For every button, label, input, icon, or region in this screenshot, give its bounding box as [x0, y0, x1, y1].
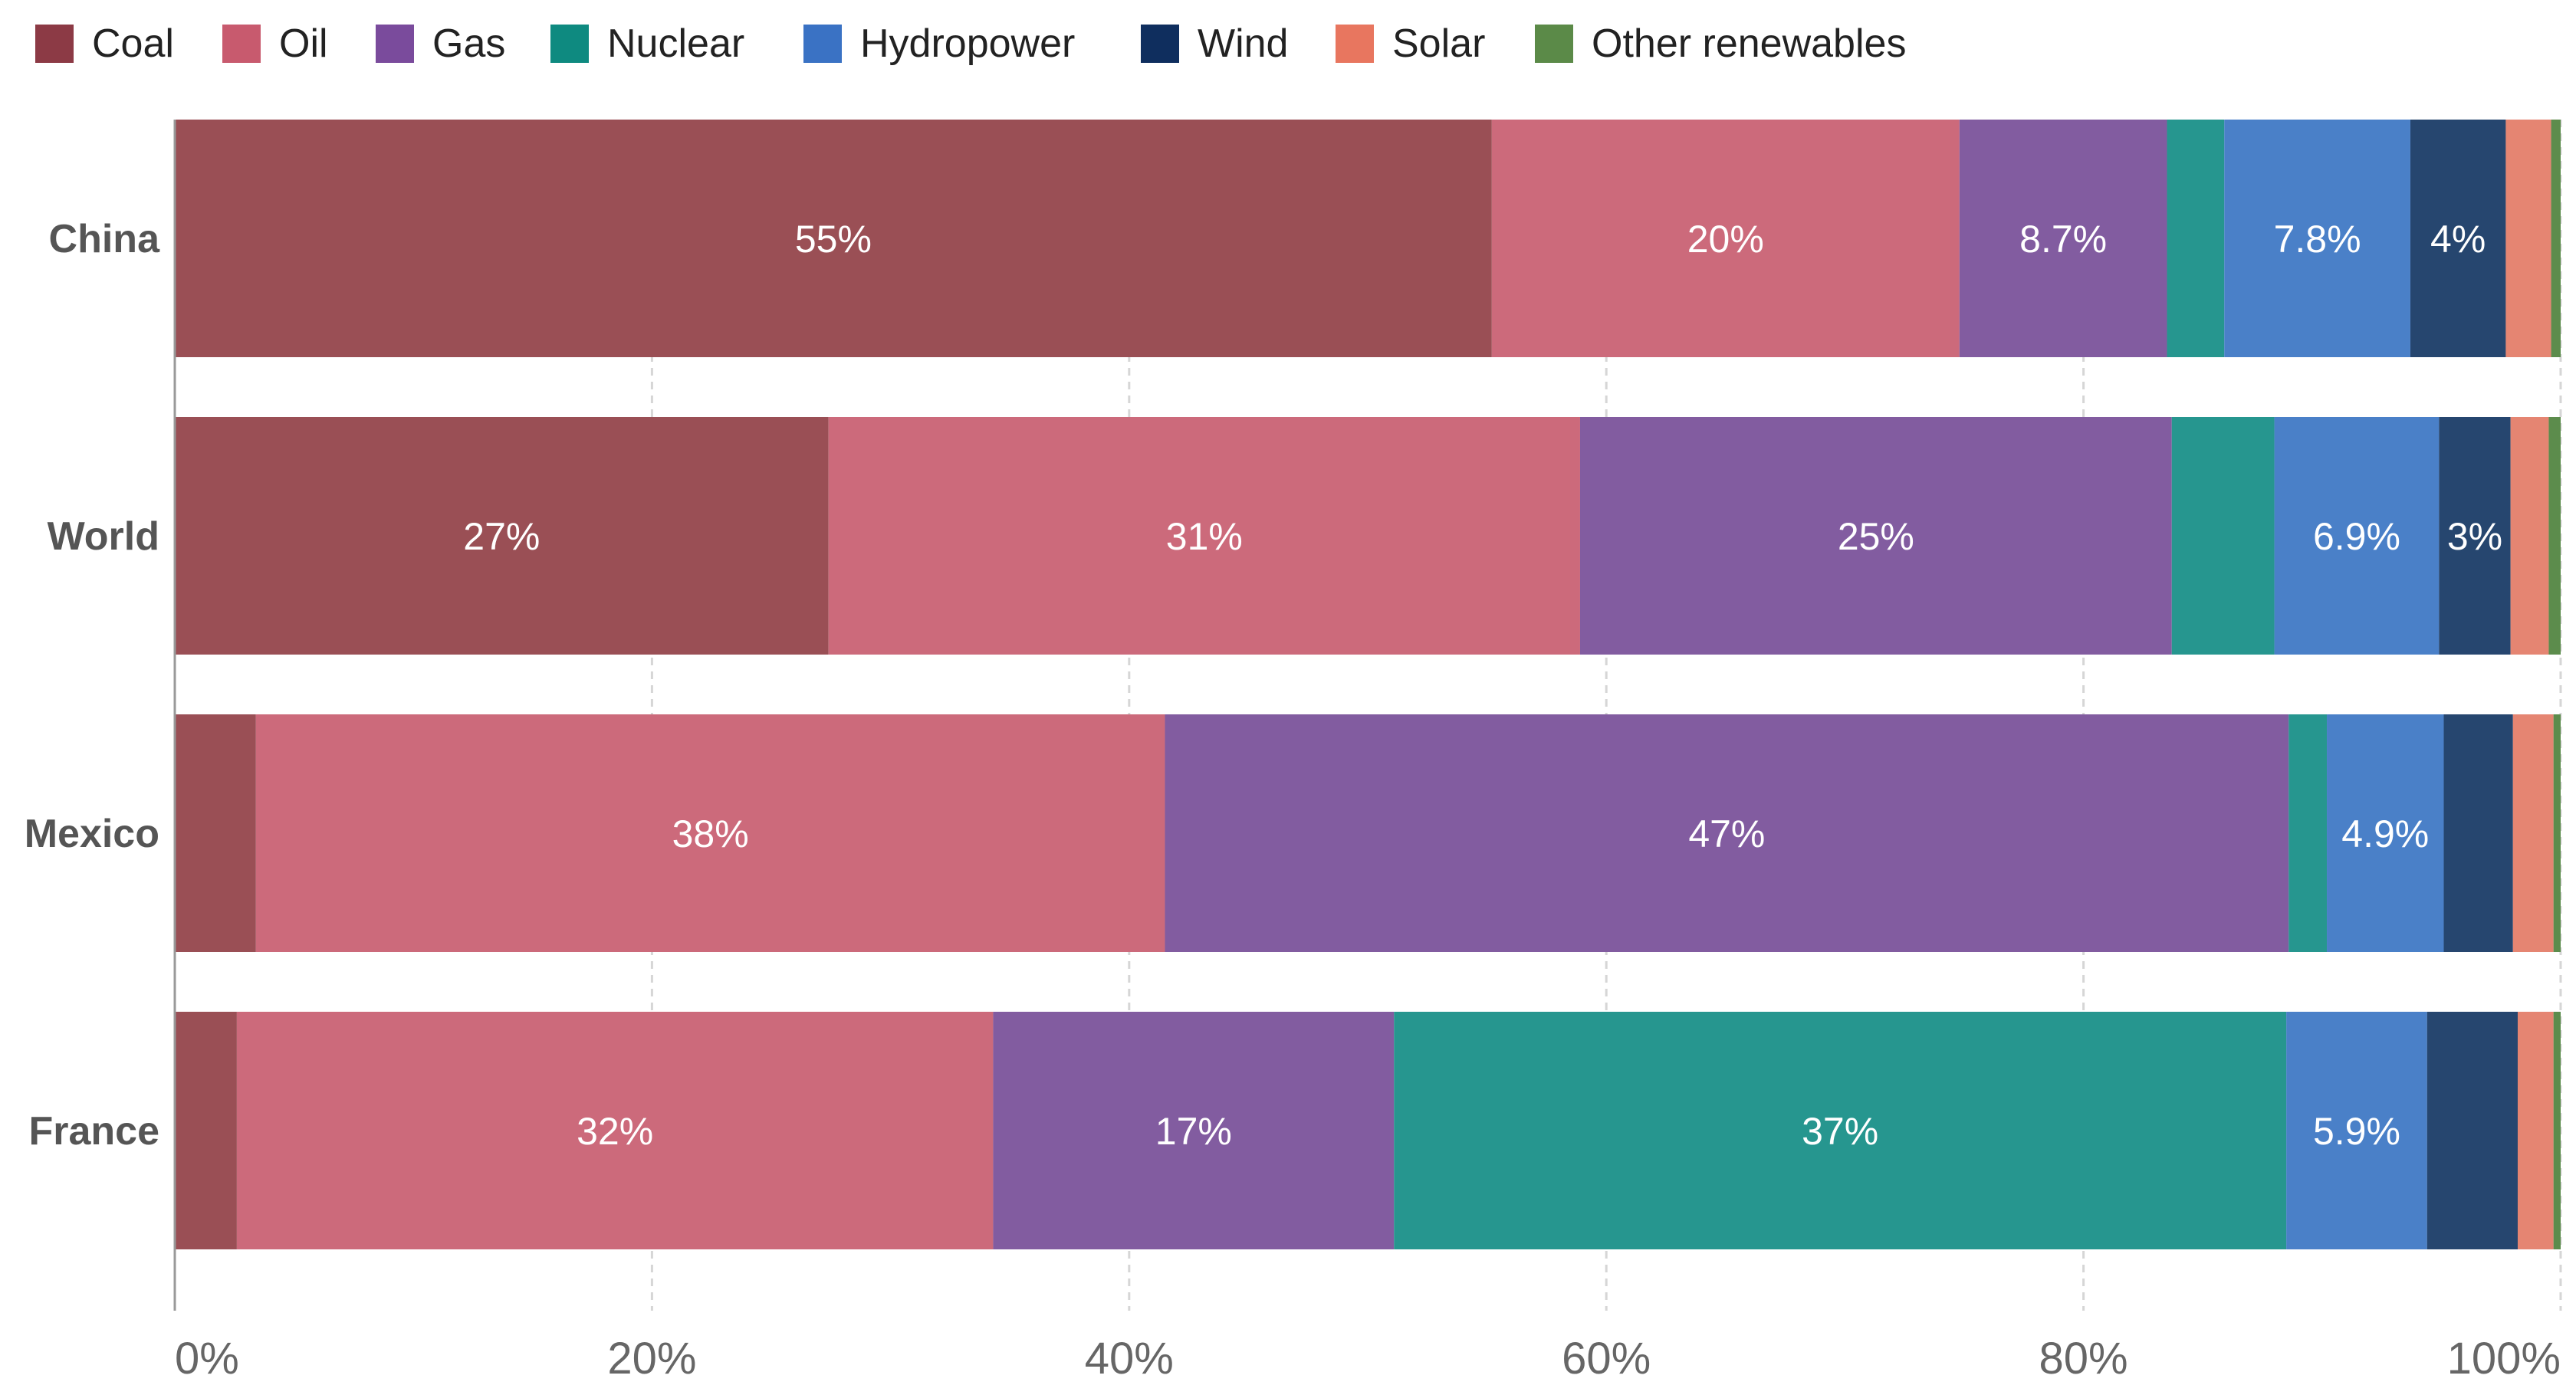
legend-label-wind: Wind [1198, 21, 1288, 66]
legend-swatch-gas [376, 25, 414, 63]
data-label-mexico-gas: 47% [1688, 812, 1765, 855]
legend: Coal Oil Gas Nuclear Hydropower Wind Solar Othe… [35, 21, 1906, 66]
data-label-world-coal: 27% [463, 515, 540, 558]
bar-world-nuclear [2171, 417, 2275, 655]
bar-france-wind [2426, 1012, 2518, 1249]
data-label-world-oil: 31% [1166, 515, 1243, 558]
legend-label-hydropower: Hydropower [860, 21, 1075, 66]
legend-label-gas: Gas [432, 21, 505, 66]
bar-france-nuclear [1394, 1012, 2287, 1249]
x-axis: 0% 20% 40% 60% 80% 100% [173, 120, 2561, 1384]
legend-label-solar: Solar [1392, 21, 1485, 66]
data-label-china-wind: 4% [2430, 218, 2486, 261]
bar-world-coal [175, 417, 829, 655]
x-tick-label-0: 0% [175, 1334, 239, 1384]
bar-world-wind [2439, 417, 2511, 655]
data-label-mexico-hydropower: 4.9% [2341, 812, 2429, 855]
bar-france-hydropower [2286, 1012, 2427, 1249]
row-label-france: France [28, 1109, 159, 1154]
data-label-france-hydropower: 5.9% [2313, 1110, 2400, 1153]
bar-china-wind [2410, 120, 2506, 357]
x-tick-label-3: 60% [1562, 1334, 1651, 1384]
bar-mexico-nuclear [2288, 714, 2328, 952]
data-label-china-coal: 55% [795, 218, 872, 261]
data-label-france-oil: 32% [577, 1110, 653, 1153]
x-tick-label-2: 40% [1085, 1334, 1174, 1384]
bar-world-gas [1579, 417, 2172, 655]
legend-label-other-renewables: Other renewables [1592, 21, 1906, 66]
bar-mexico-coal [175, 714, 256, 952]
bar-world-oil [828, 417, 1580, 655]
row-label-world: World [48, 514, 159, 559]
legend-swatch-solar [1336, 25, 1374, 63]
bar-china-oil [1491, 120, 1960, 357]
data-label-france-gas: 17% [1155, 1110, 1232, 1153]
data-label-world-wind: 3% [2447, 515, 2502, 558]
row-label-china: China [49, 217, 161, 261]
bar-world-solar [2510, 417, 2549, 655]
bar-france-other-renewables [2553, 1012, 2561, 1249]
legend-label-oil: Oil [279, 21, 328, 66]
bar-china-hydropower [2224, 120, 2410, 357]
bar-mexico-hydropower [2327, 714, 2444, 952]
data-label-china-gas: 8.7% [2019, 218, 2107, 261]
legend-label-coal: Coal [92, 21, 174, 66]
bar-france-gas [993, 1012, 1395, 1249]
bar-france-coal [175, 1012, 237, 1249]
row-labels: China World Mexico France [25, 217, 160, 1154]
data-label-mexico-oil: 38% [672, 812, 749, 855]
data-label-china-oil: 20% [1687, 218, 1764, 261]
legend-swatch-coal [35, 25, 74, 63]
bar-world-hydropower [2274, 417, 2440, 655]
data-label-france-nuclear: 37% [1802, 1110, 1878, 1153]
x-tick-label-4: 80% [2039, 1334, 2128, 1384]
x-tick-label-5: 100% [2447, 1334, 2561, 1384]
bar-china-gas [1959, 120, 2167, 357]
bar-mexico-wind [2443, 714, 2513, 952]
bar-mexico-oil [255, 714, 1165, 952]
bar-france-oil [236, 1012, 994, 1249]
bar-china-other-renewables [2551, 120, 2561, 357]
bar-mexico-solar [2512, 714, 2554, 952]
legend-swatch-other-renewables [1535, 25, 1573, 63]
bar-mexico-gas [1165, 714, 2289, 952]
bar-france-solar [2517, 1012, 2554, 1249]
bar-china-solar [2505, 120, 2551, 357]
legend-swatch-wind [1141, 25, 1179, 63]
bars: 55% 20% 8.7% 7.8% 4% 27% 31% 25% 6.9% 3% 38% 47% 4.9… [175, 120, 2561, 1249]
legend-swatch-nuclear [550, 25, 589, 63]
legend-swatch-oil [222, 25, 261, 63]
bar-world-other-renewables [2548, 417, 2561, 655]
legend-label-nuclear: Nuclear [607, 21, 744, 66]
data-label-world-gas: 25% [1838, 515, 1914, 558]
data-label-world-hydropower: 6.9% [2313, 515, 2400, 558]
x-tick-label-1: 20% [607, 1334, 696, 1384]
row-label-mexico: Mexico [25, 812, 159, 856]
data-label-china-hydropower: 7.8% [2274, 218, 2361, 261]
bar-mexico-other-renewables [2553, 714, 2561, 952]
bar-china-coal [175, 120, 1492, 357]
legend-swatch-hydropower [803, 25, 842, 63]
bar-china-nuclear [2167, 120, 2225, 357]
